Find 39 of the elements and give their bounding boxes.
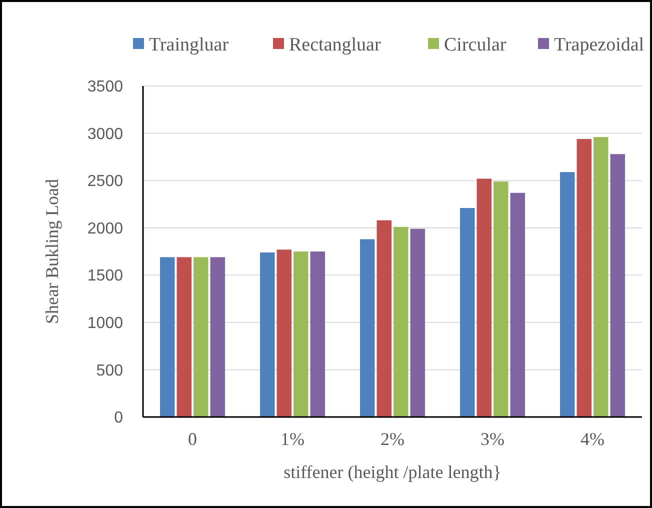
x-tick-label: 1%: [280, 429, 304, 449]
bar: [610, 154, 625, 417]
legend-label: Trapezoidal: [554, 34, 644, 56]
y-tick-label: 2500: [87, 173, 124, 190]
x-axis-title: stiffener (height /plate length}: [284, 462, 502, 482]
y-tick-label: 1500: [87, 268, 124, 285]
y-tick-label: 2000: [87, 220, 124, 238]
bar: [194, 257, 208, 417]
x-tick-label: 2%: [380, 429, 404, 449]
y-tick-label: 3000: [87, 126, 124, 143]
y-tick-label: 3500: [87, 78, 124, 96]
bar: [210, 257, 225, 417]
legend-label: Circular: [444, 34, 507, 56]
bar: [260, 252, 275, 417]
legend-label: Rectangluar: [289, 34, 382, 56]
bar: [494, 182, 508, 417]
x-tick-label: 3%: [480, 429, 504, 449]
bar: [294, 252, 308, 417]
bar: [394, 226, 408, 417]
bar: [594, 137, 608, 417]
y-axis-title: Shear Bukling Load: [42, 179, 62, 324]
bar: [510, 192, 525, 417]
bar: [576, 138, 592, 417]
bar: [460, 208, 475, 417]
bar: [476, 178, 492, 417]
legend-label: Traingluar: [149, 34, 230, 56]
x-tick-label: 0: [188, 429, 197, 449]
bar: [160, 257, 175, 417]
bar: [360, 239, 375, 417]
bar: [310, 252, 325, 417]
bar: [376, 220, 392, 417]
x-tick-label: 4%: [580, 429, 604, 449]
y-tick-label: 1000: [87, 315, 124, 332]
bar: [560, 172, 575, 417]
bar: [410, 228, 425, 417]
y-tick-label: 0: [114, 410, 124, 427]
bar: [176, 257, 192, 417]
bar: [276, 250, 292, 417]
y-tick-label: 500: [96, 362, 124, 380]
